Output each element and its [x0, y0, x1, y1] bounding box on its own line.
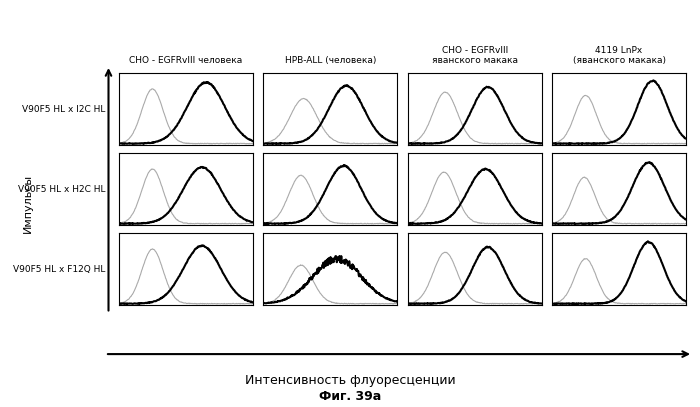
Text: V90F5 HL x H2C HL: V90F5 HL x H2C HL — [18, 185, 105, 194]
Text: 4119 LnPx
(яванского макака): 4119 LnPx (яванского макака) — [573, 46, 666, 65]
Text: Фиг. 39а: Фиг. 39а — [319, 390, 381, 403]
Text: Интенсивность флуоресценции: Интенсивность флуоресценции — [245, 374, 455, 387]
Text: CHO - EGFRvIII человека: CHO - EGFRvIII человека — [130, 56, 243, 65]
Text: V90F5 HL x F12Q HL: V90F5 HL x F12Q HL — [13, 265, 105, 274]
Text: CHO - EGFRvIII
яванского макака: CHO - EGFRvIII яванского макака — [432, 46, 518, 65]
Text: V90F5 HL x I2C HL: V90F5 HL x I2C HL — [22, 105, 105, 114]
Text: HPB-ALL (человека): HPB-ALL (человека) — [285, 56, 376, 65]
Text: Импульсы: Импульсы — [23, 174, 33, 233]
